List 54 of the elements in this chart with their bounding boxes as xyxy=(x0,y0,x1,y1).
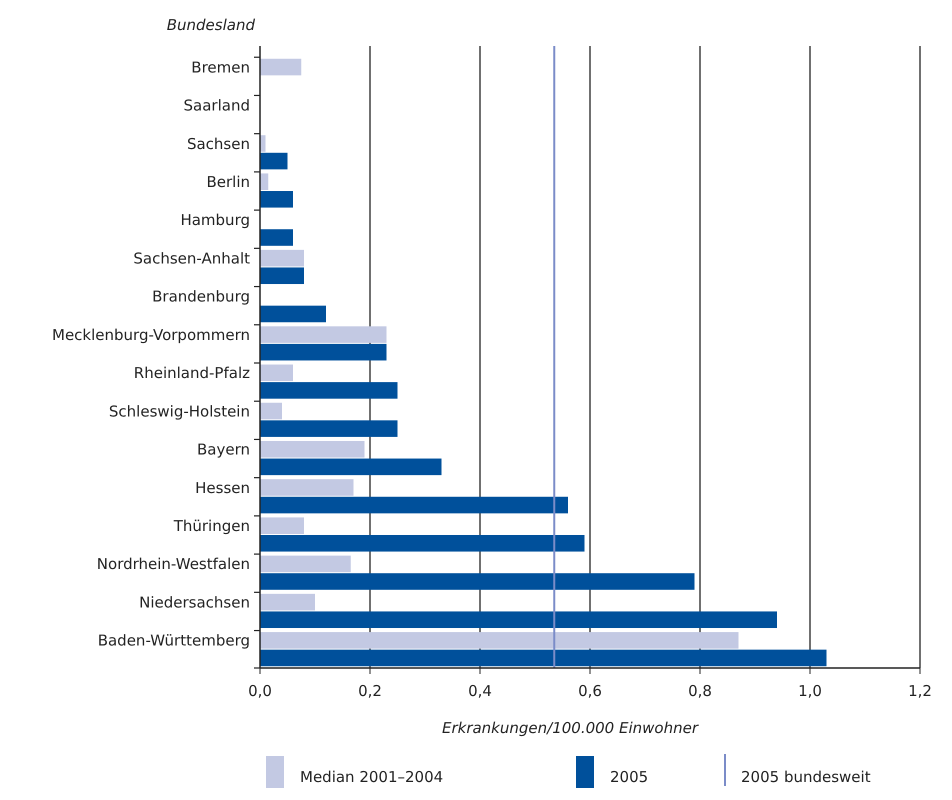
bar xyxy=(260,250,304,266)
bar xyxy=(260,517,304,534)
y-tick-label: Brandenburg xyxy=(152,288,250,306)
bar xyxy=(260,650,826,666)
y-tick-label: Niedersachsen xyxy=(139,593,250,612)
bar xyxy=(260,632,738,649)
legend-label: Median 2001–2004 xyxy=(300,768,444,786)
x-tick-label: 0,2 xyxy=(358,682,382,700)
x-tick-label: 0,0 xyxy=(248,682,272,700)
bar xyxy=(260,534,584,552)
y-tick-label: Bayern xyxy=(197,440,250,459)
y-tick-label: Schleswig-Holstein xyxy=(108,402,250,420)
x-tick-label: 1,0 xyxy=(798,682,822,700)
y-tick-label: Rheinland-Pfalz xyxy=(134,364,250,382)
y-tick-label: Bremen xyxy=(191,58,250,76)
bar xyxy=(260,326,386,343)
y-tick-label: Thüringen xyxy=(172,516,250,535)
y-tick-label: Baden-Württemberg xyxy=(98,632,250,650)
bar xyxy=(260,382,398,399)
bar xyxy=(260,496,568,514)
y-tick-label: Sachsen-Anhalt xyxy=(133,249,250,268)
bar xyxy=(260,267,304,284)
bar xyxy=(260,479,354,496)
bar xyxy=(260,402,282,420)
bar xyxy=(260,611,777,628)
bar xyxy=(260,58,302,76)
x-tick-label: 0,8 xyxy=(688,682,712,700)
y-axis-title: Bundesland xyxy=(166,16,256,34)
bar xyxy=(260,594,315,610)
bar xyxy=(260,191,293,208)
y-tick-label: Sachsen xyxy=(186,134,250,153)
y-tick-label: Mecklenburg-Vorpommern xyxy=(52,326,250,344)
bar xyxy=(260,152,288,170)
y-tick-label: Nordrhein-Westfalen xyxy=(96,555,250,574)
legend-label: 2005 xyxy=(610,768,648,786)
bar xyxy=(260,458,442,476)
bar xyxy=(260,556,351,572)
bar xyxy=(260,344,386,360)
x-tick-label: 0,4 xyxy=(468,682,492,700)
y-tick-label: Saarland xyxy=(184,96,250,115)
x-axis-title: Erkrankungen/100.000 Einwohner xyxy=(442,719,699,737)
bar xyxy=(260,173,268,190)
bar xyxy=(260,573,694,590)
y-tick-label: Berlin xyxy=(206,173,250,192)
bar xyxy=(260,364,293,382)
x-tick-label: 0,6 xyxy=(578,682,602,700)
x-tick-label: 1,2 xyxy=(908,682,932,700)
bar xyxy=(260,440,364,458)
y-tick-label: Hamburg xyxy=(180,211,250,230)
bar xyxy=(260,229,293,246)
legend-label: 2005 bundesweit xyxy=(741,768,871,786)
bar xyxy=(260,306,326,322)
bar xyxy=(260,420,398,437)
y-tick-label: Hessen xyxy=(195,478,250,497)
